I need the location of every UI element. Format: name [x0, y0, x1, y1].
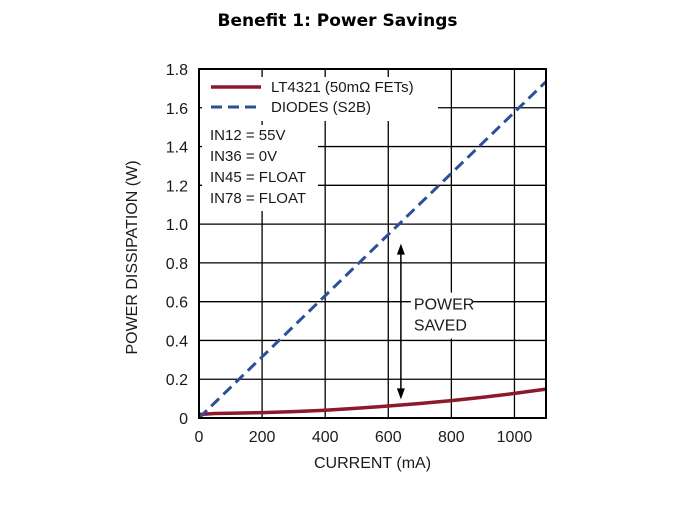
y-tick-label: 1.0 [166, 217, 188, 234]
condition-in45: IN45 = FLOAT [210, 169, 306, 186]
power-saved-arrow [396, 243, 405, 400]
legend-background [202, 77, 438, 121]
arrow-head-up [396, 243, 405, 255]
y-axis-title: POWER DISSIPATION (W) [124, 160, 141, 354]
y-tick-label: 1.4 [166, 140, 188, 157]
x-tick-label: 1000 [497, 429, 533, 446]
plot-frame [198, 68, 547, 419]
arrow-head-down [396, 388, 405, 400]
x-tick-label: 200 [249, 429, 276, 446]
legend-label-lt4321: LT4321 (50mΩ FETs) [271, 79, 414, 96]
y-tick-label: 0.4 [166, 333, 188, 350]
y-tick-label: 0.2 [166, 372, 188, 389]
y-tick-label: 1.8 [166, 62, 188, 79]
y-tick-label: 1.2 [166, 178, 188, 195]
y-tick-label: 0 [179, 411, 188, 428]
annotation-line-saved: SAVED [414, 318, 467, 335]
x-tick-label: 600 [375, 429, 402, 446]
x-tick-label: 0 [195, 429, 204, 446]
conditions-background [202, 125, 318, 211]
series-line-diodes [197, 80, 548, 420]
y-tick-label: 0.6 [166, 295, 188, 312]
x-axis-title: CURRENT (mA) [314, 455, 431, 472]
condition-in12: IN12 = 55V [210, 127, 285, 144]
page-title: Benefit 1: Power Savings [217, 11, 458, 31]
y-tick-label: 0.8 [166, 256, 188, 273]
series-line-lt4321 [198, 387, 547, 417]
y-tick-label: 1.6 [166, 101, 188, 118]
legend-label-diodes: DIODES (S2B) [271, 99, 371, 116]
condition-in36: IN36 = 0V [210, 148, 277, 165]
condition-in78: IN78 = FLOAT [210, 190, 306, 207]
annotation-line-power: POWER [414, 297, 474, 314]
x-tick-label: 800 [438, 429, 465, 446]
x-tick-label: 400 [312, 429, 339, 446]
annotation-background [410, 292, 473, 339]
